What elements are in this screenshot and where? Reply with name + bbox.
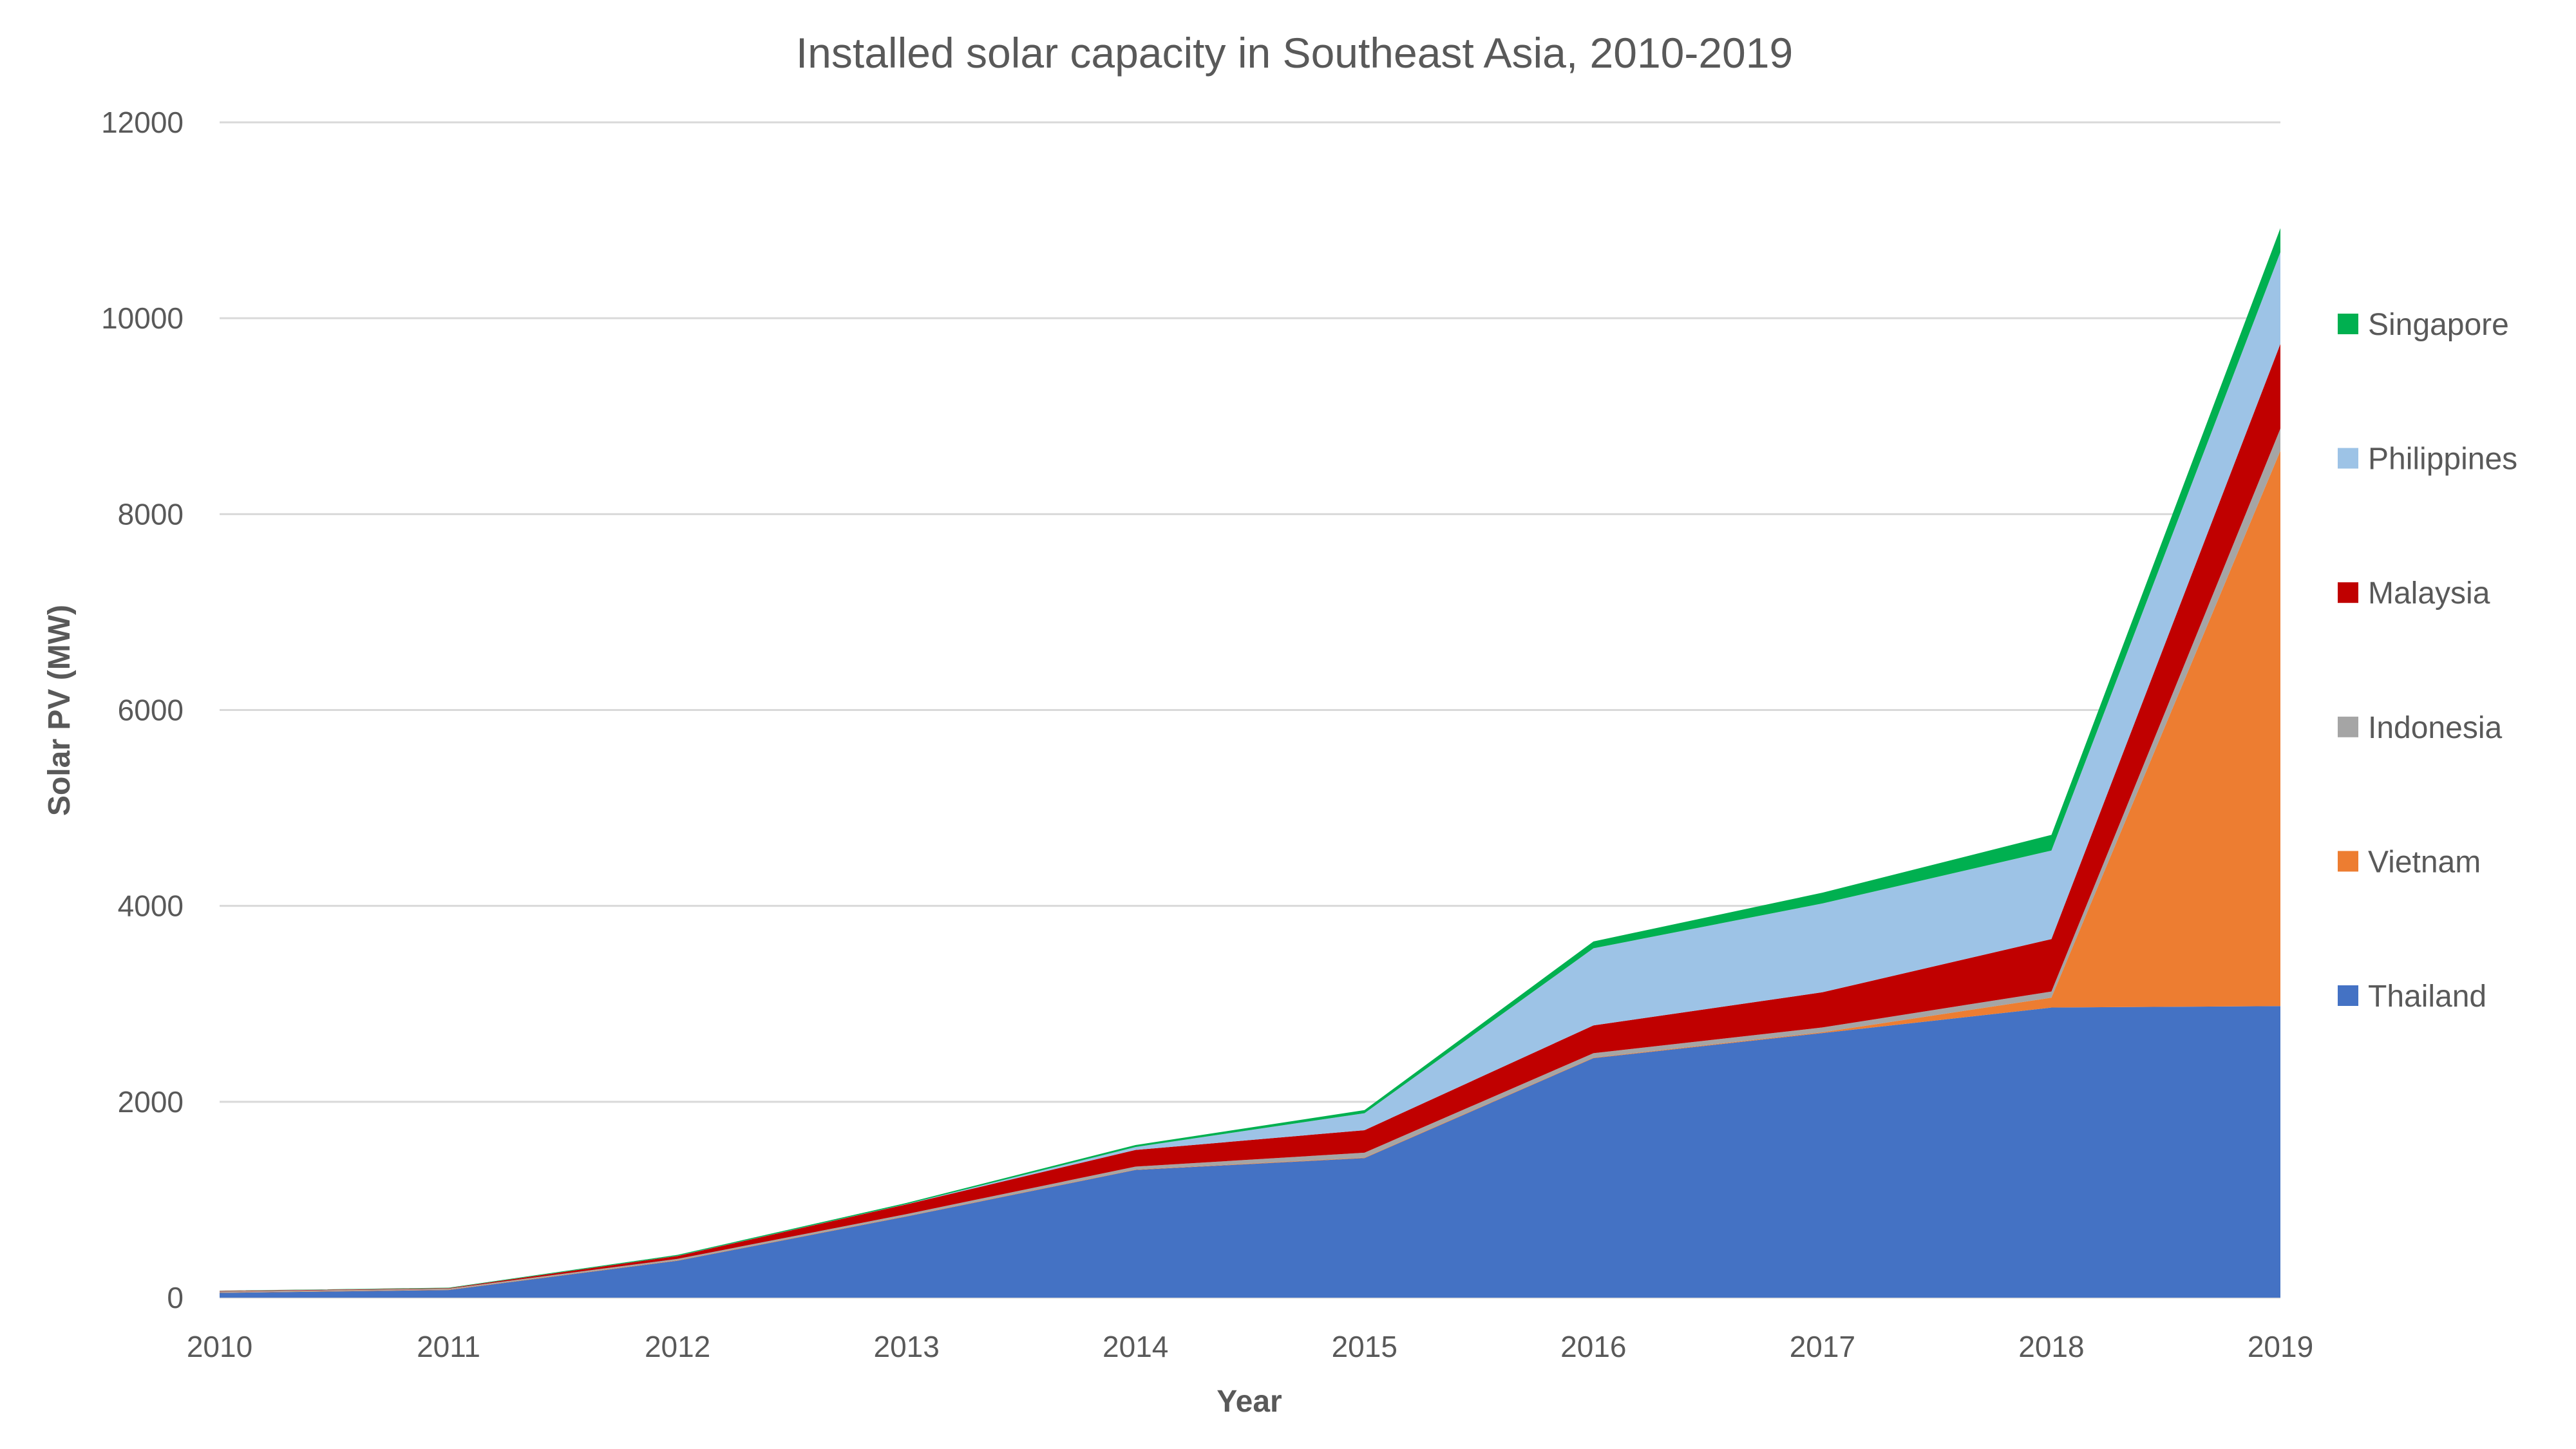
legend-swatch	[2338, 851, 2358, 872]
legend-item-vietnam: Vietnam	[2338, 845, 2481, 879]
y-tick-label: 0	[167, 1281, 184, 1314]
x-tick-label: 2012	[645, 1330, 710, 1363]
legend-item-thailand: Thailand	[2338, 980, 2486, 1014]
x-tick-label: 2017	[1790, 1330, 1855, 1363]
x-tick-label: 2011	[417, 1330, 480, 1363]
legend-item-indonesia: Indonesia	[2338, 711, 2502, 745]
y-tick-label: 4000	[118, 889, 184, 923]
legend-label: Philippines	[2368, 442, 2517, 477]
area-thailand	[220, 1006, 2280, 1298]
legend-swatch	[2338, 582, 2358, 603]
y-axis-ticks: 0 2000 4000 6000 8000 10000 12000	[101, 106, 184, 1314]
x-axis-ticks: 2010 2011 2012 2013 2014 2015 2016 2017 2018 2019	[187, 1330, 2313, 1363]
y-tick-label: 12000	[101, 106, 184, 139]
legend-label: Vietnam	[2368, 845, 2481, 879]
legend-item-philippines: Philippines	[2338, 442, 2517, 477]
legend-item-singapore: Singapore	[2338, 308, 2509, 342]
legend-label: Thailand	[2368, 980, 2486, 1014]
x-tick-label: 2010	[187, 1330, 252, 1363]
chart-title: Installed solar capacity in Southeast As…	[796, 29, 1793, 77]
gridlines	[220, 121, 2280, 1299]
legend-item-malaysia: Malaysia	[2338, 576, 2490, 611]
legend-label: Indonesia	[2368, 711, 2502, 745]
legend-label: Singapore	[2368, 308, 2509, 342]
legend-swatch	[2338, 448, 2358, 469]
x-tick-label: 2016	[1560, 1330, 1626, 1363]
y-tick-label: 2000	[118, 1085, 184, 1119]
x-axis-title: Year	[1217, 1385, 1282, 1419]
y-axis-title: Solar PV (MW)	[43, 605, 77, 816]
legend-label: Malaysia	[2368, 576, 2490, 611]
x-tick-label: 2015	[1332, 1330, 1397, 1363]
legend-swatch	[2338, 314, 2358, 334]
legend: Singapore Philippines Malaysia Indonesia Vie…	[2338, 308, 2517, 1014]
area-series	[220, 228, 2280, 1298]
x-tick-label: 2014	[1103, 1330, 1168, 1363]
y-tick-label: 8000	[118, 497, 184, 531]
x-tick-label: 2018	[2018, 1330, 2084, 1363]
legend-swatch	[2338, 985, 2358, 1006]
x-tick-label: 2013	[873, 1330, 939, 1363]
legend-swatch	[2338, 716, 2358, 737]
y-tick-label: 6000	[118, 694, 184, 727]
x-tick-label: 2019	[2248, 1330, 2313, 1363]
y-tick-label: 10000	[101, 301, 184, 335]
